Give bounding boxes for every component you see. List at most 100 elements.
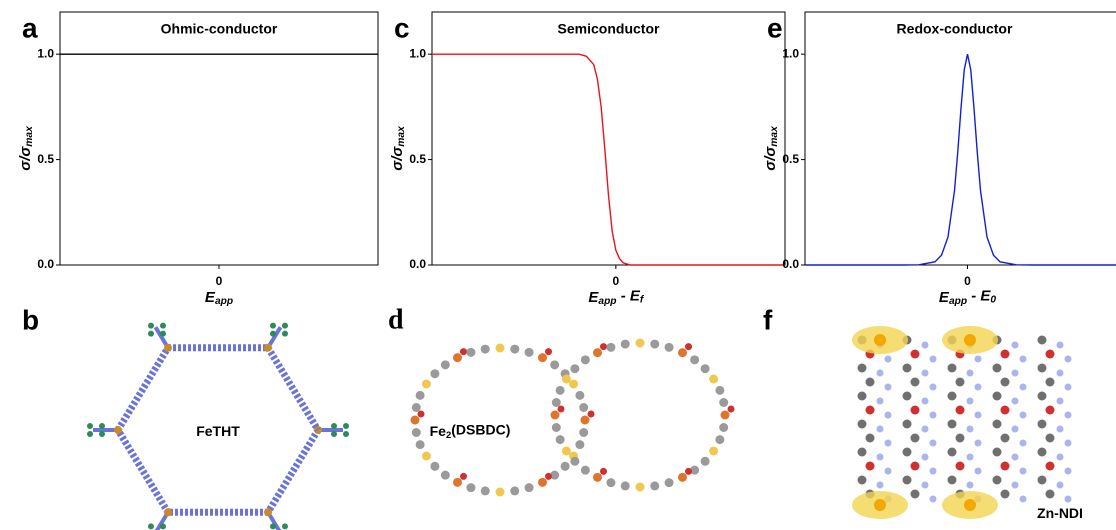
atom (160, 523, 166, 529)
atom (650, 340, 659, 349)
subscript: max (24, 125, 35, 147)
atom (1020, 440, 1027, 447)
atom (87, 431, 93, 437)
atom (1012, 454, 1019, 461)
atom (1038, 448, 1047, 457)
atom (460, 348, 467, 355)
atom (903, 364, 912, 373)
atom (911, 350, 920, 359)
atom (922, 398, 929, 405)
atom (665, 343, 674, 352)
atom (621, 340, 630, 349)
atom (1020, 384, 1027, 391)
y-tick-label: 0.5 (782, 152, 799, 166)
atom (967, 426, 974, 433)
atom (1001, 490, 1010, 499)
atom (1001, 434, 1010, 443)
atom (606, 478, 615, 487)
atom (570, 457, 579, 466)
atom (877, 426, 884, 433)
atom (1020, 412, 1027, 419)
atom (441, 360, 450, 369)
y-tick-label: 0.0 (782, 257, 799, 271)
x-axis-label: Eapp - E0 (939, 288, 996, 307)
bond (118, 430, 168, 512)
atom (1065, 496, 1072, 503)
atom (948, 364, 957, 373)
atom (558, 406, 565, 413)
atom (709, 375, 718, 384)
atom (575, 391, 584, 400)
atom (561, 462, 570, 471)
atom (1012, 482, 1019, 489)
subscript: f (640, 294, 645, 305)
atom (593, 348, 602, 357)
atom (570, 364, 579, 373)
atom (636, 339, 645, 348)
atom (1012, 370, 1019, 377)
atom (1057, 398, 1064, 405)
atom (282, 323, 288, 329)
atom (581, 416, 590, 425)
atom (545, 348, 552, 355)
atom (538, 353, 547, 362)
plot-frame (805, 12, 1116, 265)
y-axis-label: σ/σmax (17, 125, 35, 171)
atom (930, 496, 937, 503)
atom (721, 411, 730, 420)
atom (1001, 406, 1010, 415)
atom (877, 370, 884, 377)
atom (715, 435, 724, 444)
atom (858, 476, 867, 485)
atom (956, 378, 965, 387)
atom (975, 412, 982, 419)
atom (164, 344, 172, 352)
atom (877, 454, 884, 461)
atom (1057, 342, 1064, 349)
atom (481, 486, 490, 495)
atom (922, 426, 929, 433)
atom (160, 323, 166, 329)
atom (1038, 336, 1047, 345)
atom (993, 420, 1002, 429)
atom (874, 499, 886, 511)
text-part: Fe (430, 423, 447, 439)
atom (416, 391, 425, 400)
panel-letter: d (388, 304, 404, 335)
atom (903, 420, 912, 429)
atom (581, 355, 590, 364)
y-tick-label: 0.0 (37, 257, 54, 271)
plot-frame (60, 12, 378, 265)
atom (550, 360, 559, 369)
atom (866, 434, 875, 443)
atom (975, 356, 982, 363)
atom (911, 434, 920, 443)
y-tick-label: 0.5 (409, 152, 426, 166)
atom (264, 344, 272, 352)
text-part: - E (617, 288, 641, 305)
atom (1065, 468, 1072, 475)
atom (593, 473, 602, 482)
atom (575, 440, 584, 449)
atom (552, 423, 561, 432)
atom (600, 343, 607, 350)
panel-letter: c (394, 12, 410, 43)
y-axis-label: σ/σmax (389, 125, 407, 171)
atom (975, 468, 982, 475)
atom (903, 448, 912, 457)
atom (956, 434, 965, 443)
atom (510, 486, 519, 495)
text-part: σ/σ (762, 146, 779, 171)
atom (1020, 468, 1027, 475)
atom (416, 440, 425, 449)
atom (964, 499, 976, 511)
atom (282, 523, 288, 529)
atom (270, 323, 276, 329)
atom (728, 406, 735, 413)
atom (1038, 476, 1047, 485)
atom (621, 481, 630, 490)
atom (993, 392, 1002, 401)
y-tick-label: 1.0 (409, 46, 426, 60)
atom (930, 356, 937, 363)
atom (1057, 370, 1064, 377)
